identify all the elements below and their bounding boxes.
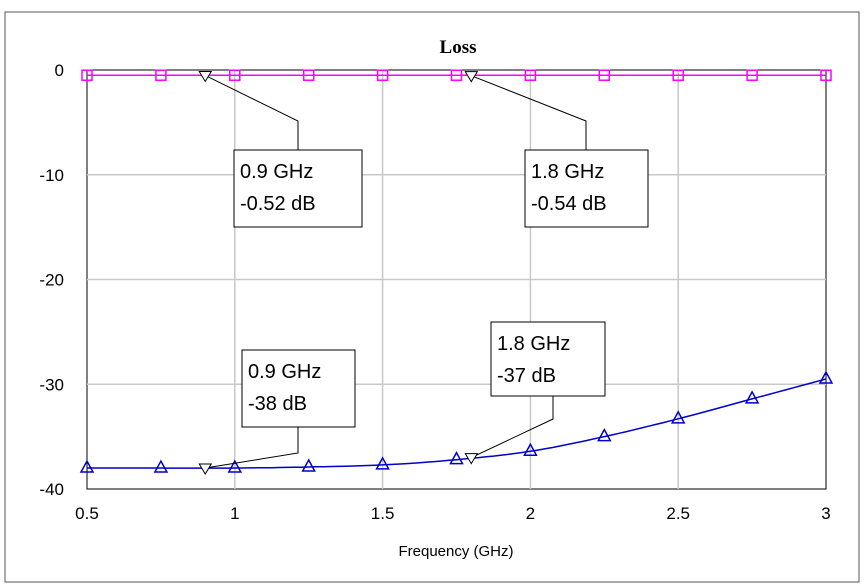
- annotation-value: -0.54 dB: [531, 193, 607, 215]
- x-tick-label: 2.5: [666, 504, 690, 523]
- data-point-square: [598, 69, 611, 81]
- annotation-box: [524, 149, 649, 228]
- annotation-box: [233, 149, 363, 228]
- annotation-frequency: 1.8 GHz: [497, 333, 570, 355]
- marker-triangle: [464, 71, 479, 83]
- leader-line: [205, 74, 299, 150]
- y-tick-label: -20: [39, 271, 64, 290]
- annotation-value: -37 dB: [497, 365, 556, 387]
- marker-triangle: [198, 463, 213, 476]
- x-tick-label: 3: [821, 504, 830, 523]
- annotation-box: [490, 321, 606, 397]
- series-layer: [79, 69, 834, 473]
- data-point-square: [376, 69, 389, 81]
- annotation-frequency: 1.8 GHz: [531, 161, 604, 183]
- data-point-triangle: [744, 390, 760, 404]
- series-line: [87, 378, 827, 469]
- y-tick-label: 0: [55, 61, 64, 80]
- marker-annotation: 1.8 GHz -0.54 dB: [464, 71, 649, 228]
- data-point-triangle: [79, 459, 95, 473]
- y-tick-label: -40: [39, 480, 64, 499]
- data-point-square: [820, 69, 832, 81]
- data-point-square: [155, 69, 167, 81]
- series-0: [81, 69, 832, 81]
- data-point-triangle: [375, 456, 390, 470]
- annotation-value: -38 dB: [248, 393, 307, 415]
- data-point-triangle: [153, 459, 169, 473]
- data-point-square: [746, 69, 758, 81]
- data-point-square: [81, 69, 93, 81]
- leader-line: [205, 427, 299, 469]
- data-point-triangle: [523, 442, 538, 457]
- tick-layer: 0.5 1 1.5 2 2.5 3 0 -10 -20 -30 -40: [39, 61, 830, 523]
- series-1: [79, 370, 834, 473]
- x-tick-label: 1: [230, 504, 239, 523]
- data-point-triangle: [818, 370, 834, 384]
- data-point-square: [229, 69, 241, 81]
- annotation-frequency: 0.9 GHz: [240, 161, 313, 183]
- marker-annotation: 0.9 GHz -0.52 dB: [198, 70, 363, 228]
- x-tick-label: 0.5: [75, 504, 99, 523]
- leader-line: [471, 396, 554, 459]
- data-point-triangle: [227, 459, 243, 473]
- marker-annotation: 0.9 GHz -38 dB: [198, 349, 356, 476]
- x-axis-label: Frequency (GHz): [398, 543, 513, 560]
- data-point-triangle: [301, 458, 316, 472]
- data-point-square: [524, 69, 537, 81]
- annotation-frequency: 0.9 GHz: [248, 361, 321, 383]
- data-point-triangle: [449, 451, 464, 465]
- y-tick-label: -30: [39, 375, 64, 394]
- annotation-value: -0.52 dB: [240, 193, 316, 215]
- data-point-square: [450, 69, 463, 81]
- marker-triangle: [198, 70, 213, 83]
- leader-line: [471, 75, 587, 150]
- data-point-triangle: [597, 428, 612, 442]
- data-point-triangle: [670, 410, 686, 424]
- marker-annotation: 1.8 GHz -37 dB: [464, 321, 606, 465]
- chart-title: Loss: [440, 37, 477, 58]
- x-tick-label: 1.5: [371, 504, 395, 523]
- x-tick-label: 2: [526, 504, 535, 523]
- data-point-square: [302, 69, 315, 81]
- annotation-layer: 0.9 GHz -0.52 dB 1.8 GHz -0.54 dB 0.9 GHz -38…: [198, 70, 649, 476]
- y-tick-label: -10: [39, 166, 64, 185]
- marker-triangle: [464, 453, 479, 465]
- annotation-box: [241, 349, 356, 428]
- data-point-square: [672, 69, 684, 81]
